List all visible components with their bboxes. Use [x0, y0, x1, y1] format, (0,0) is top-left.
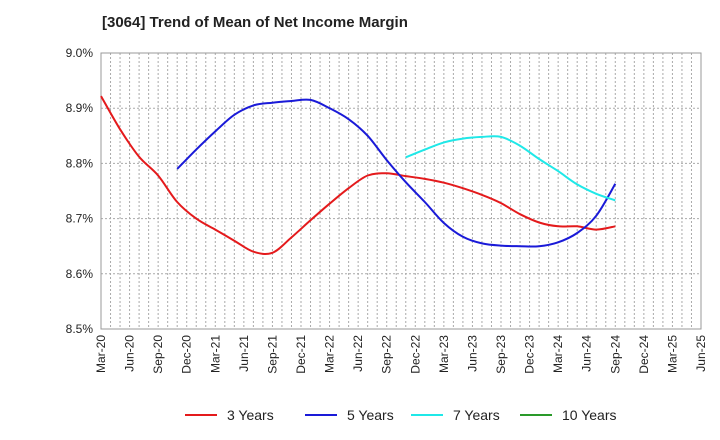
x-tick-label: Sep-21 — [265, 335, 279, 374]
x-tick-label: Mar-22 — [323, 335, 337, 373]
x-tick-label: Sep-24 — [608, 335, 622, 374]
y-tick-labels: 8.5% 8.6% 8.7% 8.8% 8.9% 9.0% — [66, 46, 94, 336]
x-tick-label: Mar-25 — [665, 335, 679, 373]
legend-item-10-years: 10 Years — [520, 404, 617, 426]
y-tick-label: 8.6% — [66, 267, 94, 281]
x-tick-label: Sep-22 — [380, 335, 394, 374]
x-tick-label: Dec-20 — [180, 335, 194, 374]
plot-frame — [100, 52, 702, 330]
x-tick-label: Mar-21 — [208, 335, 222, 373]
legend-label: 3 Years — [227, 407, 274, 423]
y-tick-label: 8.7% — [66, 212, 94, 226]
x-tick-label: Dec-22 — [408, 335, 422, 374]
legend-item-3-years: 3 Years — [185, 404, 274, 426]
y-tick-label: 8.9% — [66, 101, 94, 115]
x-tick-label: Jun-24 — [580, 335, 594, 372]
x-tick-label: Jun-22 — [351, 335, 365, 372]
series-line-3-years — [100, 95, 616, 256]
legend-swatch — [185, 414, 217, 416]
legend-label: 10 Years — [562, 407, 617, 423]
x-tick-label: Sep-23 — [494, 335, 508, 374]
x-tick-label: Jun-21 — [237, 335, 251, 372]
y-tick-label: 9.0% — [66, 46, 94, 60]
x-tick-label: Dec-24 — [637, 335, 651, 374]
series-line-5-years — [176, 98, 617, 248]
legend-item-7-years: 7 Years — [411, 404, 500, 426]
chart-plot-area: 8.5% 8.6% 8.7% 8.8% 8.9% 9.0% Mar-20 Jun-20 Sep… — [66, 46, 708, 374]
x-tick-label: Sep-20 — [151, 335, 165, 374]
x-tick-labels: Mar-20 Jun-20 Sep-20 Dec-20 Mar-21 Jun-21 Sep-… — [94, 335, 708, 374]
series-line-7-years — [405, 135, 616, 202]
x-tick-label: Dec-21 — [294, 335, 308, 374]
y-tick-label: 8.5% — [66, 322, 94, 336]
x-tick-label: Jun-23 — [465, 335, 479, 372]
x-tick-label: Mar-23 — [437, 335, 451, 373]
legend: 3 Years 5 Years 7 Years 10 Years — [0, 404, 720, 426]
series-lines — [100, 95, 617, 256]
chart-title: [3064] Trend of Mean of Net Income Margi… — [102, 14, 408, 31]
y-tick-label: 8.8% — [66, 156, 94, 170]
legend-swatch — [411, 414, 443, 416]
x-tick-label: Jun-25 — [694, 335, 708, 372]
x-tick-label: Mar-24 — [551, 335, 565, 373]
x-tick-label: Mar-20 — [94, 335, 108, 373]
legend-item-5-years: 5 Years — [305, 404, 394, 426]
legend-swatch — [520, 414, 552, 416]
legend-swatch — [305, 414, 337, 416]
legend-label: 5 Years — [347, 407, 394, 423]
x-tick-label: Dec-23 — [523, 335, 537, 374]
legend-label: 7 Years — [453, 407, 500, 423]
x-tick-label: Jun-20 — [123, 335, 137, 372]
